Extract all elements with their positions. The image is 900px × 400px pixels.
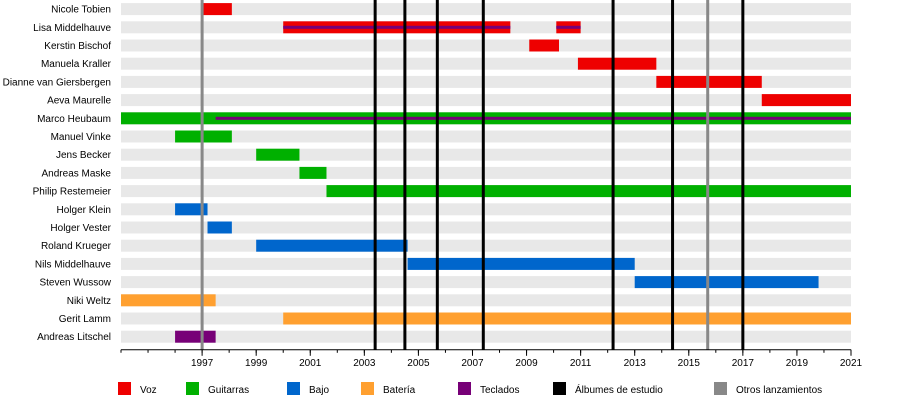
- member-name: Jens Becker: [56, 150, 112, 161]
- legend-swatch-bateria: [361, 382, 374, 395]
- legend-swatch-bajo: [287, 382, 300, 395]
- member-bars: [121, 3, 852, 343]
- member-name: Manuel Vinke: [51, 132, 112, 143]
- member-bar-bajo: [634, 276, 819, 289]
- legend-swatch-teclados: [458, 382, 471, 395]
- member-bar-bajo: [407, 257, 635, 270]
- x-tick-label: 2009: [515, 358, 538, 369]
- member-bar-bajo: [175, 203, 208, 216]
- member-bar-bateria: [121, 294, 216, 307]
- row-stripe: [121, 221, 851, 234]
- member-name: Aeva Maurelle: [47, 96, 111, 107]
- member-names: Nicole Tobien Lisa Middelhauve Kerstin Bis…: [3, 5, 112, 344]
- member-name: Andreas Litschel: [37, 332, 111, 343]
- member-bar-guitarras: [256, 148, 300, 161]
- x-tick-label: 2019: [786, 358, 809, 369]
- member-name: Nicole Tobien: [51, 5, 111, 16]
- member-name: Andreas Maske: [42, 168, 112, 179]
- legend-label-bateria: Batería: [383, 385, 416, 396]
- row-stripe: [121, 94, 851, 107]
- row-stripe: [121, 294, 851, 307]
- member-name: Lisa Middelhauve: [33, 23, 111, 34]
- member-name: Holger Klein: [57, 205, 111, 216]
- x-tick-label: 2003: [353, 358, 376, 369]
- member-name: Nils Middelhauve: [35, 259, 112, 270]
- member-secondary-bar-teclados: [556, 25, 581, 29]
- member-name: Niki Weltz: [67, 296, 111, 307]
- legend-label-otros: Otros lanzamientos: [736, 385, 822, 396]
- x-tick-label: 2017: [732, 358, 755, 369]
- member-name: Philip Restemeier: [33, 187, 112, 198]
- release-lines: [200, 0, 745, 350]
- x-tick-label: 2013: [624, 358, 647, 369]
- member-name: Holger Vester: [50, 223, 111, 234]
- x-tick-label: 2007: [461, 358, 484, 369]
- member-bar-voz: [529, 39, 559, 52]
- member-name: Roland Krueger: [41, 241, 112, 252]
- legend-label-voz: Voz: [140, 385, 157, 396]
- x-tick-label: 1997: [191, 358, 214, 369]
- member-name: Gerit Lamm: [59, 314, 111, 325]
- member-bar-guitarras: [326, 185, 852, 198]
- member-bar-bajo: [207, 221, 232, 234]
- row-stripe: [121, 39, 851, 52]
- member-name: Dianne van Giersbergen: [3, 77, 111, 88]
- x-tick-label: 1999: [245, 358, 268, 369]
- member-secondary-bar-teclados: [283, 25, 511, 29]
- member-name: Manuela Kraller: [41, 59, 112, 70]
- legend-label-albumes: Álbumes de estudio: [575, 383, 663, 396]
- legend-label-teclados: Teclados: [480, 385, 519, 396]
- legend-label-guitarras: Guitarras: [208, 385, 249, 396]
- legend-swatch-voz: [118, 382, 131, 395]
- legend-label-bajo: Bajo: [309, 385, 329, 396]
- member-bar-bateria: [283, 312, 851, 325]
- member-name: Marco Heubaum: [37, 114, 111, 125]
- member-name: Steven Wussow: [39, 278, 111, 289]
- row-stripe: [121, 130, 851, 143]
- x-tick-label: 2015: [678, 358, 701, 369]
- member-bar-bajo: [256, 239, 408, 252]
- member-bar-guitarras: [299, 166, 327, 179]
- row-stripe: [121, 3, 851, 16]
- member-bar-voz: [761, 94, 851, 107]
- x-tick-label: 2001: [299, 358, 322, 369]
- legend-swatch-otros: [714, 382, 727, 395]
- row-stripe: [121, 148, 851, 161]
- x-axis: 1997 1999 2001 2003 2005 2007 2009 2011 2013 2015…: [120, 349, 863, 369]
- row-stripe: [121, 330, 851, 343]
- row-stripe: [121, 57, 851, 70]
- x-tick-label: 2021: [840, 358, 863, 369]
- member-bar-teclados: [175, 330, 216, 343]
- member-bar-voz: [577, 57, 657, 70]
- x-tick-label: 2005: [407, 358, 430, 369]
- legend-swatch-guitarras: [186, 382, 199, 395]
- member-name: Kerstin Bischof: [44, 41, 111, 52]
- legend: Voz Guitarras Bajo Batería Teclados Álbumes d…: [118, 382, 822, 396]
- member-bar-voz: [202, 3, 232, 16]
- legend-swatch-albumes: [553, 382, 566, 395]
- x-tick-label: 2011: [570, 358, 592, 369]
- row-stripe: [121, 203, 851, 216]
- member-secondary-bar-teclados: [215, 116, 851, 120]
